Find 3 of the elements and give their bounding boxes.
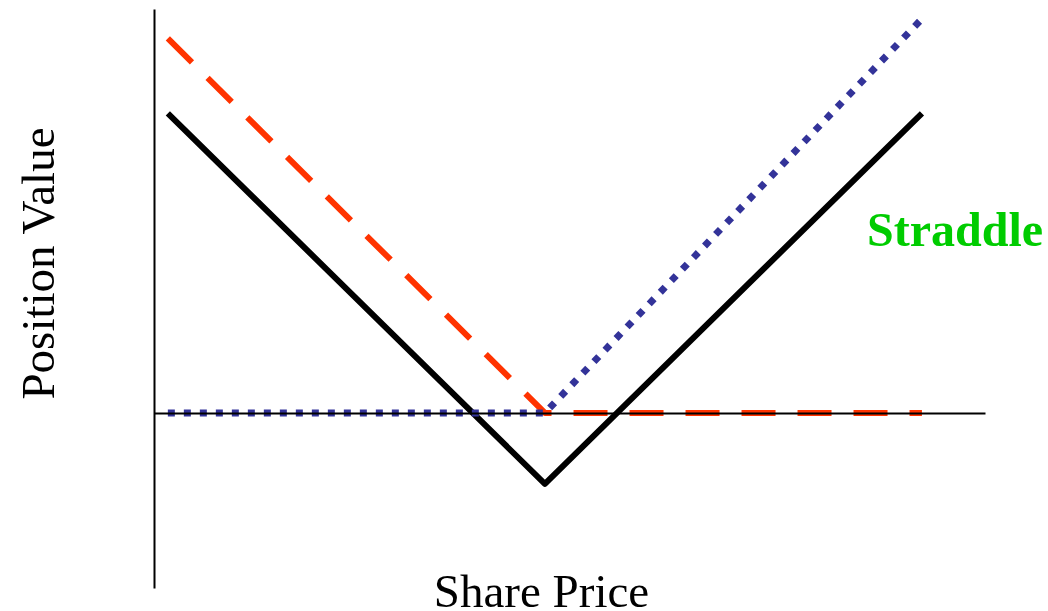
annotation: Straddle xyxy=(866,203,1044,256)
y-axis-title: Position Value xyxy=(11,127,64,400)
x-axis-title: Share Price xyxy=(433,564,650,611)
